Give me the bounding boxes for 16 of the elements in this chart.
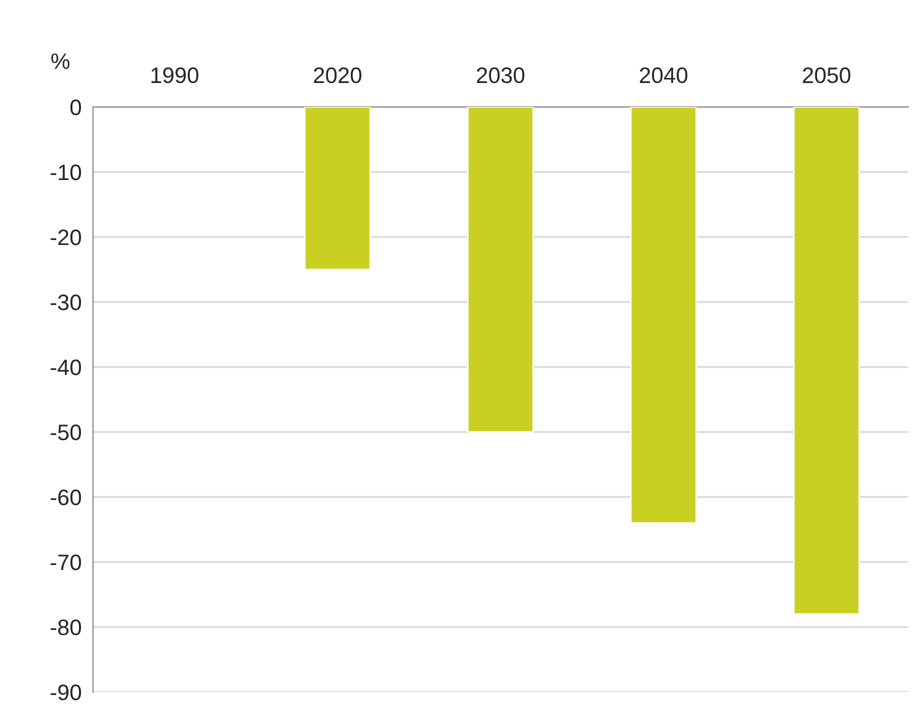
y-tick-label: -70 [50,554,82,570]
y-tick-label: -90 [50,684,82,700]
y-tick-label: 0 [70,100,82,116]
y-tick-label: -60 [50,490,82,506]
x-tick-label: 2040 [640,67,688,84]
y-tick-label: -40 [50,360,82,376]
y-tick-label: -50 [50,424,82,440]
y-axis-title: % [51,53,70,70]
y-tick-label: -80 [50,620,82,636]
y-tick-label: -30 [50,294,82,310]
x-tick-label: 2050 [802,67,850,84]
x-tick-label: 2030 [476,67,524,84]
y-tick-label: -10 [50,164,82,180]
y-tick-label: -20 [50,230,82,246]
x-tick-label: 1990 [151,67,198,84]
x-tick-label: 2020 [314,67,362,84]
